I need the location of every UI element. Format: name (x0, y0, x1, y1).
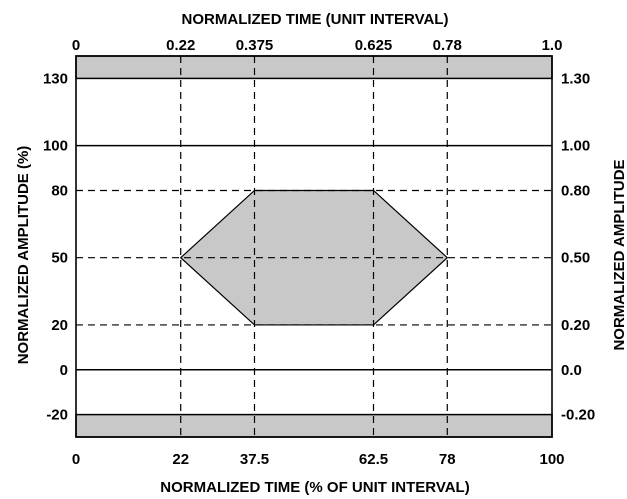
plot-frame (75, 55, 553, 438)
right-tick-label: 0.80 (561, 182, 590, 199)
right-tick-label: 1.30 (561, 70, 590, 87)
right-tick-label: -0.20 (561, 407, 595, 424)
left-axis-label: NORMALIZED AMPLITUDE (%) (15, 146, 32, 365)
left-tick-label: -20 (46, 407, 68, 424)
top-tick-label: 1.0 (542, 37, 563, 54)
right-tick-label: 0.0 (561, 362, 582, 379)
upper-forbidden-region (75, 55, 553, 80)
left-tick-label: 50 (51, 250, 68, 267)
bottom-tick-label: 22 (172, 451, 189, 468)
bottom-tick-label: 62.5 (359, 451, 388, 468)
right-tick-label: 0.20 (561, 317, 590, 334)
right-tick-label: 0.50 (561, 250, 590, 267)
top-tick-label: 0.22 (166, 37, 195, 54)
left-tick-label: 80 (51, 182, 68, 199)
bottom-tick-label: 78 (439, 451, 456, 468)
top-axis-label: NORMALIZED TIME (UNIT INTERVAL) (182, 11, 449, 28)
bottom-tick-label: 100 (539, 451, 564, 468)
bottom-tick-label: 0 (72, 451, 80, 468)
left-tick-label: 100 (43, 138, 68, 155)
left-tick-label: 20 (51, 317, 68, 334)
left-tick-label: 130 (43, 70, 68, 87)
left-tick-label: 0 (60, 362, 68, 379)
right-tick-label: 1.00 (561, 138, 590, 155)
top-tick-label: 0 (72, 37, 80, 54)
right-axis-label: NORMALIZED AMPLITUDE (611, 159, 627, 350)
bottom-axis-label: NORMALIZED TIME (% OF UNIT INTERVAL) (160, 479, 469, 496)
top-tick-label: 0.78 (433, 37, 462, 54)
top-tick-label: 0.625 (355, 37, 393, 54)
top-tick-label: 0.375 (236, 37, 274, 54)
bottom-tick-label: 37.5 (240, 451, 269, 468)
lower-forbidden-region (75, 413, 553, 438)
